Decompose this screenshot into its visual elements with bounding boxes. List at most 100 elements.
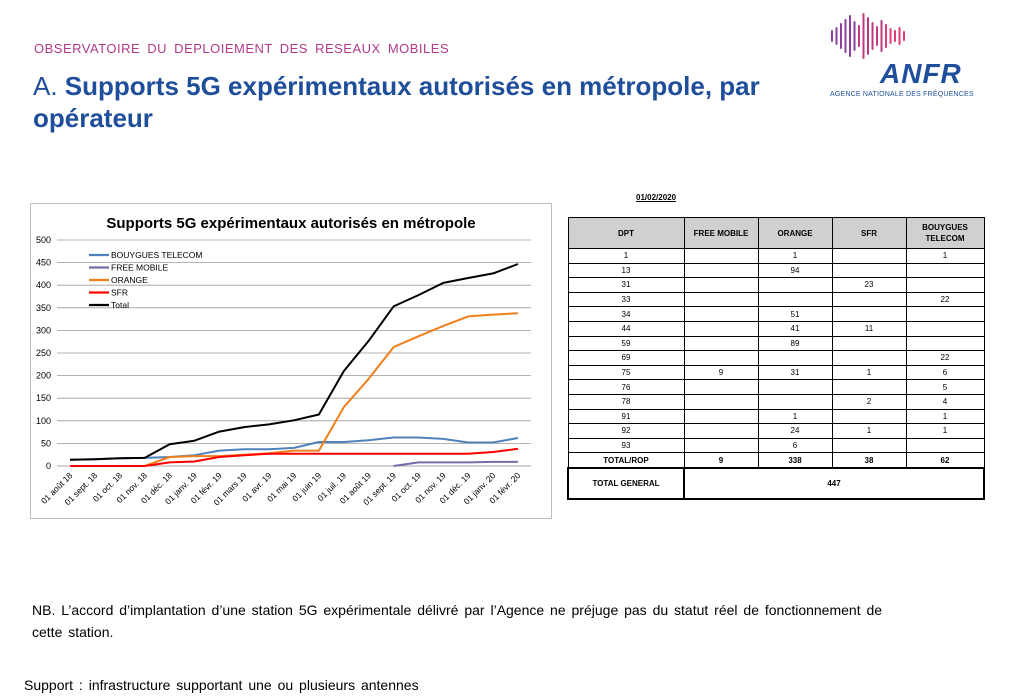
table-cell <box>905 320 985 337</box>
total-cell: 9 <box>683 452 759 469</box>
table-row: 69 22 <box>567 350 985 366</box>
table-cell <box>831 248 907 264</box>
table-cell <box>683 423 759 439</box>
table-cell <box>831 437 907 454</box>
y-tick-label: 500 <box>36 235 51 245</box>
table-cell: 59 <box>567 335 685 352</box>
table-cell <box>905 437 985 454</box>
table-cell <box>683 291 759 308</box>
table-cell <box>831 291 907 308</box>
total-cell: 62 <box>905 452 985 469</box>
table-cell: 69 <box>567 350 685 366</box>
y-tick-label: 200 <box>36 371 51 381</box>
table-cell: 51 <box>757 306 833 322</box>
table-cell <box>905 306 985 322</box>
series-line-free-mobile <box>393 460 518 467</box>
y-tick-label: 450 <box>36 258 51 268</box>
table-row: 91 1 1 <box>567 408 985 425</box>
table-cell: 34 <box>567 306 685 322</box>
table-cell <box>683 320 759 337</box>
line-chart: Supports 5G expérimentaux autorisés en m… <box>30 203 552 519</box>
table-cell <box>757 393 833 410</box>
table-cell: 94 <box>757 262 833 279</box>
total-cell: TOTAL/ROP <box>567 452 685 469</box>
table-cell: 31 <box>567 277 685 293</box>
table-cell: 75 <box>567 364 685 381</box>
table-cell: 1 <box>905 248 985 264</box>
table-cell: 89 <box>757 335 833 352</box>
total-row: TOTAL/ROP 9 338 38 62 <box>567 452 985 469</box>
table-cell <box>831 306 907 322</box>
anfr-logo-subtitle: AGENCE NATIONALE DES FRÉQUENCES <box>830 91 974 98</box>
table-header-row: DPT FREE MOBILE ORANGE SFR BOUYGUES TELE… <box>567 217 985 249</box>
chart-svg: Supports 5G expérimentaux autorisés en m… <box>36 215 531 507</box>
y-tick-label: 350 <box>36 303 51 313</box>
title-main: Supports 5G expérimentaux autorisés en m… <box>33 71 760 133</box>
table-cell: 93 <box>567 437 685 454</box>
table-cell <box>831 379 907 395</box>
table-row: 31 23 <box>567 277 985 293</box>
table-cell <box>905 262 985 279</box>
y-tick-label: 300 <box>36 325 51 335</box>
table-cell: 92 <box>567 423 685 439</box>
total-cell: 338 <box>757 452 833 469</box>
table-row: 75 9 31 1 6 <box>567 364 985 381</box>
table-cell: 1 <box>831 423 907 439</box>
table-cell <box>683 408 759 425</box>
table-cell <box>757 350 833 366</box>
general-value: 447 <box>683 466 985 500</box>
table-date: 01/02/2020 <box>636 193 677 202</box>
y-tick-label: 0 <box>46 461 51 471</box>
table-cell <box>831 335 907 352</box>
table-cell <box>905 277 985 293</box>
operators-table: DPT FREE MOBILE ORANGE SFR BOUYGUES TELE… <box>567 217 985 500</box>
table-row: 1 1 1 <box>567 248 985 264</box>
table-cell: 1 <box>831 364 907 381</box>
table-cell: 22 <box>905 350 985 366</box>
chart-title: Supports 5G expérimentaux autorisés en m… <box>106 215 475 232</box>
table-cell <box>831 408 907 425</box>
header-orange: ORANGE <box>757 217 833 249</box>
table-cell: 5 <box>905 379 985 395</box>
table-cell: 24 <box>757 423 833 439</box>
table-cell: 1 <box>757 248 833 264</box>
table-row: 78 2 4 <box>567 393 985 410</box>
table-cell: 33 <box>567 291 685 308</box>
table-cell: 22 <box>905 291 985 308</box>
header-bouygues: BOUYGUES TELECOM <box>905 217 985 249</box>
table-row: 92 24 1 1 <box>567 423 985 439</box>
table-row: 93 6 <box>567 437 985 454</box>
header-free-mobile: FREE MOBILE <box>683 217 759 249</box>
legend-label: Total <box>111 300 129 310</box>
table-cell <box>757 277 833 293</box>
table-cell <box>683 393 759 410</box>
table-cell: 1 <box>905 408 985 425</box>
y-tick-label: 100 <box>36 416 51 426</box>
total-cell: 38 <box>831 452 907 469</box>
table-cell <box>683 335 759 352</box>
table-row: 13 94 <box>567 262 985 279</box>
observatoire-heading: OBSERVATOIRE DU DEPLOIEMENT DES RESEAUX … <box>34 41 450 56</box>
table-cell: 76 <box>567 379 685 395</box>
table-cell: 13 <box>567 262 685 279</box>
y-tick-label: 150 <box>36 393 51 403</box>
table-cell <box>683 379 759 395</box>
table-row: 33 22 <box>567 291 985 308</box>
series-line-sfr <box>70 447 519 467</box>
table-cell: 6 <box>905 364 985 381</box>
header-dpt: DPT <box>567 217 685 249</box>
page-title: A. Supports 5G expérimentaux autorisés e… <box>33 70 813 134</box>
table-row: 76 5 <box>567 379 985 395</box>
y-tick-label: 50 <box>41 438 51 448</box>
title-prefix: A. <box>33 71 65 101</box>
legend-label: FREE MOBILE <box>111 263 168 273</box>
table-cell <box>757 291 833 308</box>
legend-label: BOUYGUES TELECOM <box>111 250 202 260</box>
table-cell: 6 <box>757 437 833 454</box>
table-cell <box>683 248 759 264</box>
anfr-waveform-icon <box>831 13 905 59</box>
table-cell: 1 <box>905 423 985 439</box>
table-cell <box>683 306 759 322</box>
table-cell <box>831 262 907 279</box>
table-row: 59 89 <box>567 335 985 352</box>
